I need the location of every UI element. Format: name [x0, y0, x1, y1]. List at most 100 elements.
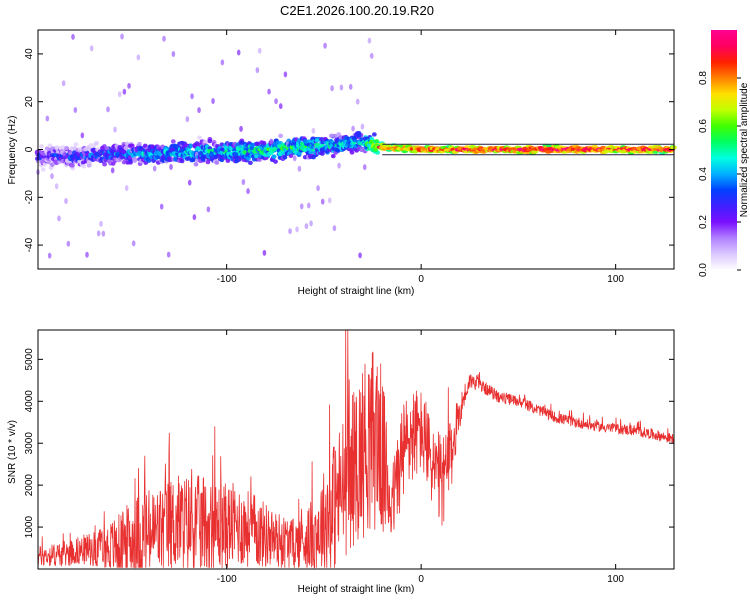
heatmap-cell — [170, 139, 176, 144]
heatmap-cell — [173, 157, 178, 162]
heatmap-cell — [332, 133, 338, 139]
heatmap-cell — [233, 152, 239, 157]
y-tick-label: 2000 — [24, 474, 35, 497]
heatmap-cell — [171, 50, 176, 57]
heatmap-cell — [327, 197, 332, 204]
x-tick-label: 100 — [607, 574, 624, 585]
heatmap-cell — [86, 163, 92, 168]
heatmap-cell — [146, 158, 152, 163]
heatmap-cell — [314, 138, 320, 143]
heatmap-cell — [113, 126, 117, 133]
heatmap-cell — [652, 150, 659, 154]
heatmap-cell — [104, 146, 110, 151]
heatmap-cell — [283, 71, 288, 78]
heatmap-cell — [155, 154, 161, 160]
heatmap-cell — [202, 139, 208, 145]
heatmap-cell — [127, 82, 131, 89]
heatmap-cell — [188, 143, 194, 148]
y-tick-label: -20 — [24, 190, 35, 205]
heatmap-cell — [187, 179, 192, 186]
heatmap-panel: -100 0 100 -40 -20 0 20 40 Height of straight l… — [7, 29, 677, 297]
heatmap-cell — [192, 214, 197, 221]
heatmap-cell — [277, 151, 283, 157]
heatmap-cell — [304, 223, 309, 230]
heatmap-cell — [371, 132, 377, 137]
heatmap-cell — [278, 103, 283, 110]
heatmap-cell — [89, 45, 94, 52]
heatmap-cell — [362, 164, 367, 171]
heatmap-cell — [339, 84, 344, 91]
heatmap-cell — [320, 198, 325, 205]
snr-axis-ticks: -100 0 100 1000 2000 3000 4000 5000 — [24, 330, 674, 585]
heatmap-cell — [311, 127, 316, 134]
snr-panel: -100 0 100 1000 2000 3000 4000 5000 Height of s… — [7, 329, 675, 595]
heatmap-cell — [225, 158, 231, 163]
heatmap-cell — [53, 159, 58, 164]
heatmap-cell — [306, 202, 311, 209]
colorbar-label: Normalized spectral amplitude — [739, 82, 750, 217]
heatmap-cell — [73, 107, 78, 114]
heatmap-cell — [255, 67, 260, 74]
heatmap-cell — [267, 88, 271, 95]
heatmap-cell — [374, 139, 380, 144]
snr-y-axis-label: SNR (10 * v/v) — [7, 420, 18, 484]
heatmap-cell — [172, 144, 178, 149]
heatmap-cell — [356, 133, 362, 138]
heatmap-cell — [545, 144, 553, 148]
heatmap-cell — [271, 154, 277, 159]
heatmap-cell — [349, 150, 355, 155]
heatmap-cell — [255, 141, 261, 147]
heatmap-cell — [369, 52, 374, 59]
chart-title: C2E1.2026.100.20.19.R20 — [280, 3, 434, 18]
heatmap-cell — [94, 141, 99, 146]
heatmap-cell — [531, 150, 539, 154]
heatmap-cell — [241, 178, 246, 185]
heatmap-cell — [246, 188, 250, 195]
snr-x-axis-label: Height of straight line (km) — [298, 584, 415, 595]
heatmap-cell — [57, 215, 61, 222]
colorbar-tick-label: 0.8 — [698, 71, 709, 85]
heatmap-cell — [337, 162, 341, 169]
heatmap-cell — [100, 145, 105, 151]
heatmap-cell — [197, 107, 201, 114]
heatmap-cell — [288, 153, 294, 158]
y-tick-label: 5000 — [24, 348, 35, 371]
heatmap-cell — [109, 148, 115, 154]
heatmap-cell — [73, 142, 79, 147]
heatmap-cell — [131, 240, 136, 247]
heatmap-cell — [136, 54, 141, 61]
heatmap-cell — [316, 185, 320, 192]
heatmap-cell — [123, 145, 129, 151]
heatmap-cell — [193, 162, 199, 167]
heatmap-cell — [86, 160, 92, 165]
heatmap-cell — [162, 35, 166, 42]
colorbar-tick-label: 0.0 — [698, 263, 709, 277]
heatmap-cell — [274, 98, 278, 105]
heatmap-cell — [40, 167, 46, 172]
heatmap-cell — [247, 160, 253, 165]
heatmap-cell — [80, 132, 85, 139]
heatmap-cell — [190, 157, 196, 163]
heatmap-cell — [99, 220, 103, 227]
heatmap-cell — [273, 159, 278, 164]
heatmap-cell — [169, 164, 173, 171]
y-tick-label: -40 — [24, 237, 35, 252]
x-tick-label: -100 — [217, 274, 237, 285]
heatmap-cell — [292, 155, 297, 162]
heatmap-cell — [262, 249, 267, 256]
heatmap-cell — [207, 138, 213, 144]
heatmap-cell — [50, 173, 54, 180]
heatmap-cell — [166, 251, 171, 258]
heatmap-cell — [117, 91, 122, 98]
heatmap-cell — [351, 125, 355, 132]
heatmap-cell — [360, 123, 365, 130]
heatmap-cell — [179, 158, 185, 164]
heatmap-cell — [69, 163, 75, 168]
heatmap-cell — [106, 106, 110, 113]
y-tick-label: 3000 — [24, 432, 35, 455]
heatmap-cell — [297, 165, 302, 172]
heatmap-cell — [295, 226, 299, 233]
heatmap-cell — [278, 133, 284, 138]
heatmap-cell — [330, 85, 334, 92]
